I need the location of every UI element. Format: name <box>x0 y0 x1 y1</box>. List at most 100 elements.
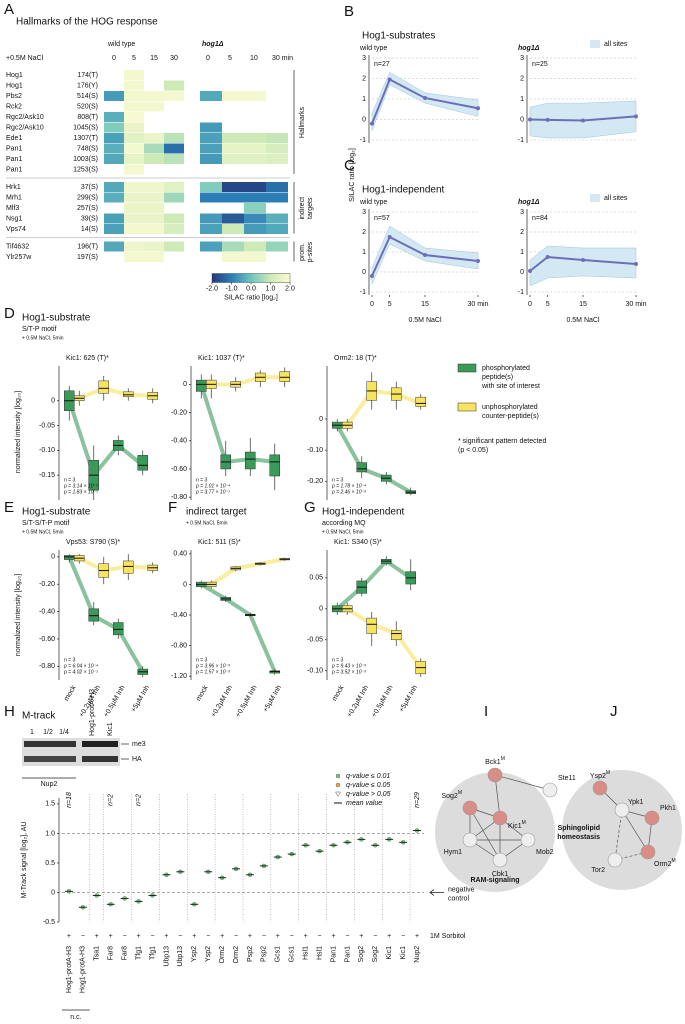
y-tick-label: -1 <box>360 289 366 296</box>
sorbitol-sign: + <box>359 933 363 940</box>
sorbitol-sign: − <box>123 933 127 940</box>
heat-cell <box>244 224 266 234</box>
heat-cell <box>124 154 144 164</box>
panel-title: Hog1-independent <box>362 185 445 196</box>
y-tick-label: -0.20 <box>39 581 55 588</box>
colorbar-tick-label: 2.0 <box>285 285 295 292</box>
x-tick-label: 5 <box>546 301 550 308</box>
y-tick-label: 0 <box>183 581 187 588</box>
y-tick-label: 0.5 <box>45 860 55 867</box>
node <box>592 780 608 796</box>
y-tick-label: 0 <box>362 269 366 276</box>
annotation: control <box>448 895 469 902</box>
protein: Hog1 <box>6 72 23 79</box>
heat-cell <box>222 224 244 234</box>
heat-cell <box>104 182 124 192</box>
colorbar-tick-label: 0.0 <box>246 285 256 292</box>
sorbitol-label: 1M Sorbitol <box>430 933 466 940</box>
blot-label: 1/4 <box>59 729 69 736</box>
box <box>279 371 290 382</box>
heat-cell <box>164 143 184 154</box>
panel-letter: E <box>4 499 14 516</box>
sorbitol-sign: + <box>109 933 113 940</box>
heat-cell <box>104 192 124 203</box>
heat-cell <box>104 143 124 154</box>
heat-cell <box>244 213 266 224</box>
p-value: p = 3.77 × 10⁻¹ <box>195 489 230 495</box>
treatment: + 0.5M NaCl, 5min <box>22 335 64 341</box>
heat-cell <box>222 213 244 224</box>
x-tick-label: 5 <box>388 301 392 308</box>
heat-cell <box>144 154 164 164</box>
legend-label: phosphorylated <box>482 365 530 372</box>
band <box>529 245 637 287</box>
group-label: p-sites <box>307 241 314 262</box>
y-tick-label: 0 <box>51 889 55 896</box>
p-value: p = 3.52 × 10⁻³ <box>331 669 366 675</box>
box <box>245 451 256 470</box>
heat-cell <box>124 182 144 192</box>
heat-cell <box>222 182 244 192</box>
n-label: n = 3 <box>64 477 75 483</box>
p-value: p = 4.02 × 10⁻¹ <box>63 669 98 675</box>
category-label: Psp2 <box>261 946 268 962</box>
heat-cell <box>266 213 288 224</box>
time-label: 5 <box>132 55 136 62</box>
node-name: Ypk1 <box>628 799 644 806</box>
sorbitol-sign: + <box>67 933 71 940</box>
legend-label: peptide(s) <box>482 374 513 381</box>
sorbitol-sign: + <box>248 933 252 940</box>
heat-cell <box>244 203 266 213</box>
y-tick-label: 1.5 <box>45 801 55 808</box>
site: 197(S) <box>77 254 98 261</box>
y-tick-label: 2 <box>520 229 524 236</box>
y-tick-label: -0.10 <box>39 447 55 454</box>
group-label: prom. <box>299 243 306 261</box>
y-tick-label: 0 <box>319 416 323 423</box>
trend-line <box>211 375 285 387</box>
colorbar-tick-label: 1.0 <box>266 285 276 292</box>
category-label: Sog2 <box>358 946 365 962</box>
mean-line <box>529 255 637 272</box>
y-tick-label: 3 <box>520 209 524 216</box>
p-value: p = 1.57 × 10⁻³ <box>195 669 230 675</box>
heat-cell <box>222 154 244 164</box>
category-label: Kic1 <box>386 946 393 960</box>
heat-cell <box>124 203 144 213</box>
mean-point <box>528 117 532 122</box>
site: 1045(S) <box>73 124 98 131</box>
mean-point <box>545 255 550 259</box>
n-label: n=57 <box>374 215 390 222</box>
legend-swatch <box>457 402 477 412</box>
blot-band <box>82 756 118 762</box>
box <box>113 622 124 636</box>
p-value: p = 1.01 × 10⁻⁴ <box>195 483 230 489</box>
category-label: Hsl1 <box>302 946 309 960</box>
y-tick-label: 0 <box>51 554 55 561</box>
category-label: Gcs1 <box>275 946 282 962</box>
mean-point <box>634 262 638 266</box>
p-value: p = 1.78 × 10⁻⁴ <box>331 483 366 489</box>
heat-cell <box>124 101 144 112</box>
heat-cell <box>104 213 124 224</box>
panel-letter: I <box>484 703 488 720</box>
heat-cell <box>266 133 288 143</box>
cluster <box>435 772 555 892</box>
y-tick-label: -1 <box>518 289 524 296</box>
y-tick-label: 0.40 <box>173 551 187 558</box>
blot-band <box>24 756 76 762</box>
node-label: Bck1M <box>485 756 505 766</box>
x-tick-label: 0 <box>370 301 374 308</box>
time-label: 5 <box>228 55 232 62</box>
y-tick-label: -0.15 <box>39 472 55 479</box>
y-tick-label: 3 <box>362 55 366 62</box>
sorbitol-sign: − <box>206 933 210 940</box>
blot-label: 1/2 <box>43 729 53 736</box>
heat-cell <box>200 91 222 101</box>
n-label: n=18 <box>66 792 73 808</box>
annotation: negative <box>448 886 475 893</box>
node-name: Ysp2 <box>590 773 606 780</box>
heat-cell <box>124 224 144 234</box>
chart-label: wild type <box>359 199 387 206</box>
